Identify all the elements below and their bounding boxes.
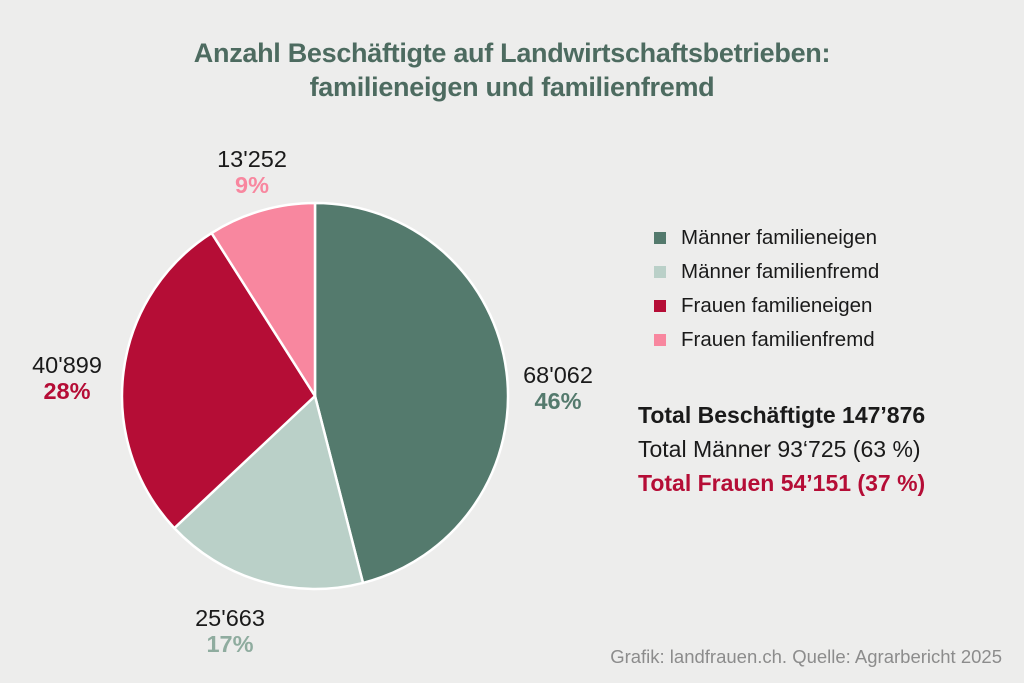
legend: Männer familieneigen Männer familienfrem… [654,226,879,351]
slice-label-maenner-familienfremd: 25'663 17% [195,605,265,657]
slice-percent: 28% [43,378,91,404]
slice-label-maenner-familieneigen: 68'062 46% [523,362,593,414]
slice-label-frauen-familienfremd: 13'252 9% [217,146,287,198]
legend-label: Männer familieneigen [681,226,878,249]
slice-value: 25'663 [195,605,265,631]
legend-swatch-icon [654,334,666,346]
legend-label: Männer familienfremd [681,260,880,283]
legend-swatch-icon [654,300,666,312]
slice-percent: 17% [206,631,254,657]
legend-label: Frauen familieneigen [681,294,873,317]
total-maenner: Total Männer 93‘725 (63 %) [638,436,921,462]
total-frauen: Total Frauen 54’151 (37 %) [638,470,926,496]
chart-title: Anzahl Beschäftigte auf Landwirtschaftsb… [0,36,1024,104]
pie-slice-0 [313,201,510,585]
legend-item-frauen-familieneigen: Frauen familieneigen [654,294,879,317]
pie-slice-3 [210,201,317,398]
source-credit: Grafik: landfrauen.ch. Quelle: Agrarberi… [610,646,1002,667]
pie-svg [120,201,510,591]
pie-slice-2 [120,231,317,530]
chart-title-line2: familieneigen und familienfremd [309,72,715,102]
slice-percent: 9% [235,172,269,198]
legend-label: Frauen familienfremd [681,328,875,351]
slice-value: 40'899 [32,352,102,378]
slice-label-frauen-familieneigen: 40'899 28% [32,352,102,404]
total-beschaeftigte: Total Beschäftigte 147’876 [638,402,926,428]
slice-percent: 46% [534,388,582,414]
pie-slice-1 [173,394,365,591]
legend-item-maenner-familienfremd: Männer familienfremd [654,260,879,283]
pie-chart [105,186,525,606]
legend-item-frauen-familienfremd: Frauen familienfremd [654,328,879,351]
slice-value: 68'062 [523,362,593,388]
totals-block: Total Beschäftigte 147’876 Total Männer … [638,398,925,500]
legend-item-maenner-familieneigen: Männer familieneigen [654,226,879,249]
chart-title-line1: Anzahl Beschäftigte auf Landwirtschaftsb… [193,38,831,68]
slice-value: 13'252 [217,146,287,172]
legend-swatch-icon [654,232,666,244]
legend-swatch-icon [654,266,666,278]
